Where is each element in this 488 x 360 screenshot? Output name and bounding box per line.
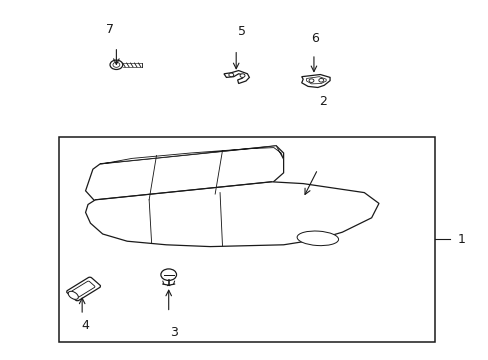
Polygon shape (100, 146, 283, 164)
Circle shape (228, 73, 233, 77)
Text: 7: 7 (106, 23, 114, 36)
Circle shape (240, 74, 244, 77)
Circle shape (113, 62, 120, 67)
Circle shape (308, 79, 313, 82)
Text: 3: 3 (169, 326, 177, 339)
Circle shape (318, 78, 323, 82)
Bar (59, 137, 434, 342)
Polygon shape (85, 182, 378, 247)
Polygon shape (306, 77, 325, 84)
Text: 5: 5 (238, 25, 245, 38)
Circle shape (110, 60, 122, 69)
Polygon shape (85, 146, 283, 202)
Text: 6: 6 (311, 32, 319, 45)
Text: 2: 2 (318, 95, 326, 108)
Polygon shape (301, 75, 329, 87)
FancyBboxPatch shape (66, 277, 101, 301)
Polygon shape (224, 71, 249, 84)
Ellipse shape (68, 291, 78, 300)
Ellipse shape (297, 231, 338, 246)
Text: 1: 1 (456, 233, 464, 246)
Circle shape (161, 269, 176, 280)
FancyBboxPatch shape (72, 281, 95, 297)
Text: 4: 4 (81, 319, 89, 332)
